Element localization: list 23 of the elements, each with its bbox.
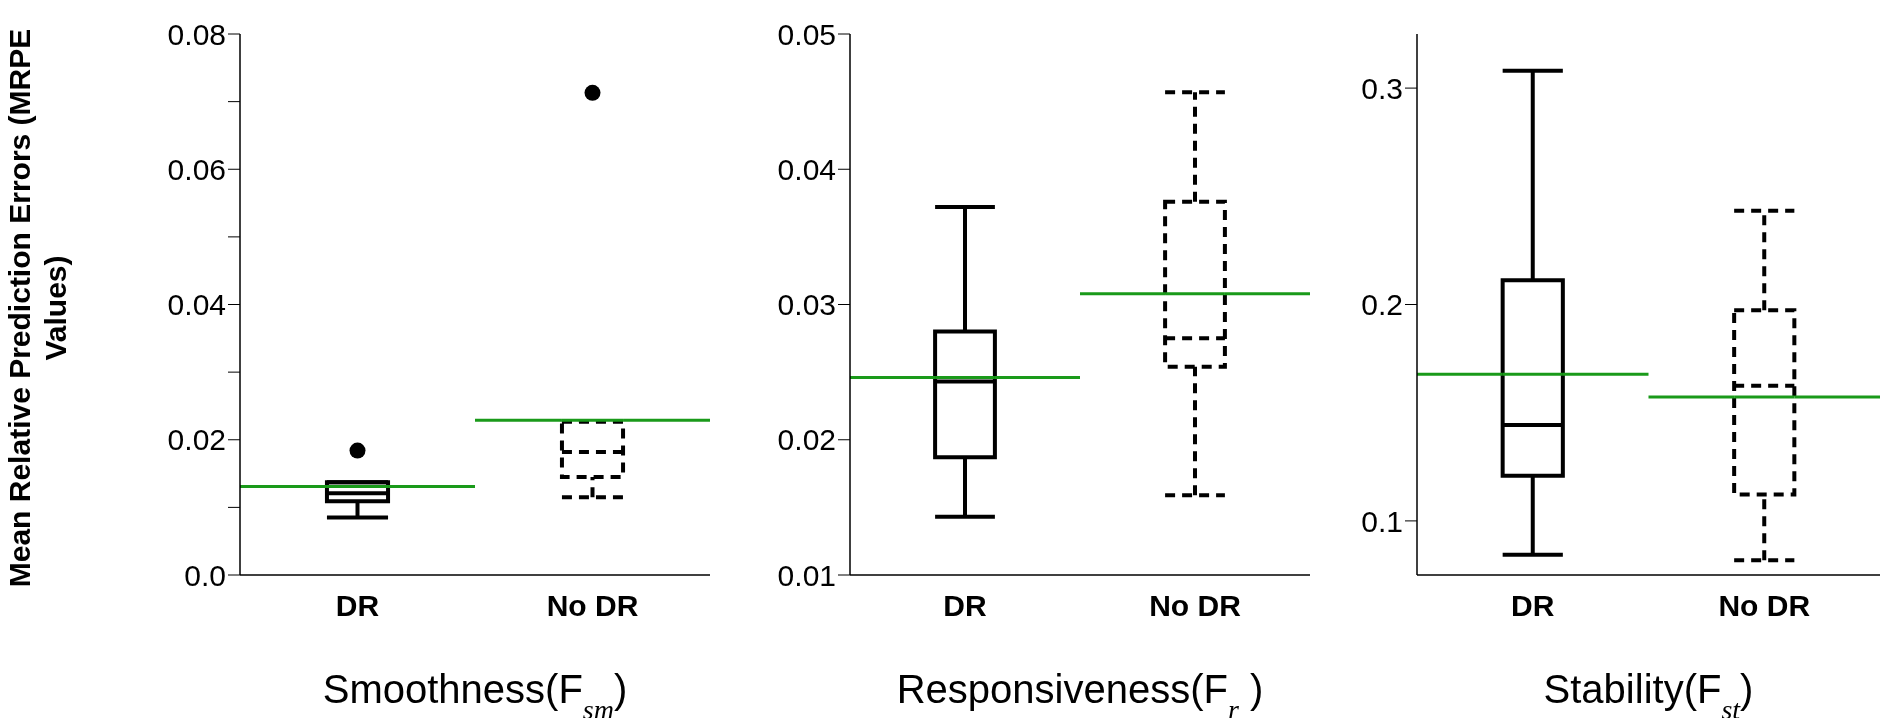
x-tick-label: No DR xyxy=(546,589,639,623)
y-tick-label: 0.04 xyxy=(167,288,226,322)
x-tick-label: No DR xyxy=(1149,589,1242,623)
y-tick-label: 0.03 xyxy=(777,288,836,322)
y-tick-label: 0.01 xyxy=(777,558,836,592)
y-tick-label: 0.05 xyxy=(777,17,836,51)
x-tick-label: DR xyxy=(335,589,380,623)
x-tick-label: DR xyxy=(1511,589,1555,623)
y-tick-label: 0.3 xyxy=(1361,71,1403,105)
x-tick-label: DR xyxy=(943,589,987,623)
x-axis-title: Responsiveness(F$_{r}$ ) xyxy=(896,667,1264,724)
x-tick-label: No DR xyxy=(1718,589,1811,623)
y-tick-label: 0.06 xyxy=(167,152,226,186)
y-tick-label: 0.02 xyxy=(777,423,836,457)
y-tick-label: 0.1 xyxy=(1361,504,1403,538)
y-tick-label: 0.2 xyxy=(1361,288,1403,322)
x-axis-title: Stability(F$_{st}$) xyxy=(1543,667,1754,724)
y-tick-label: 0.04 xyxy=(777,152,836,186)
x-axis-title: Smoothness(F$_{sm}$) xyxy=(322,667,628,724)
y-axis-title: Mean Relative Prediction Errors (MRPE Values) xyxy=(2,28,73,588)
y-tick-label: 0.02 xyxy=(167,423,226,457)
y-tick-label: 0.0 xyxy=(184,558,226,592)
y-tick-label: 0.08 xyxy=(167,17,226,51)
